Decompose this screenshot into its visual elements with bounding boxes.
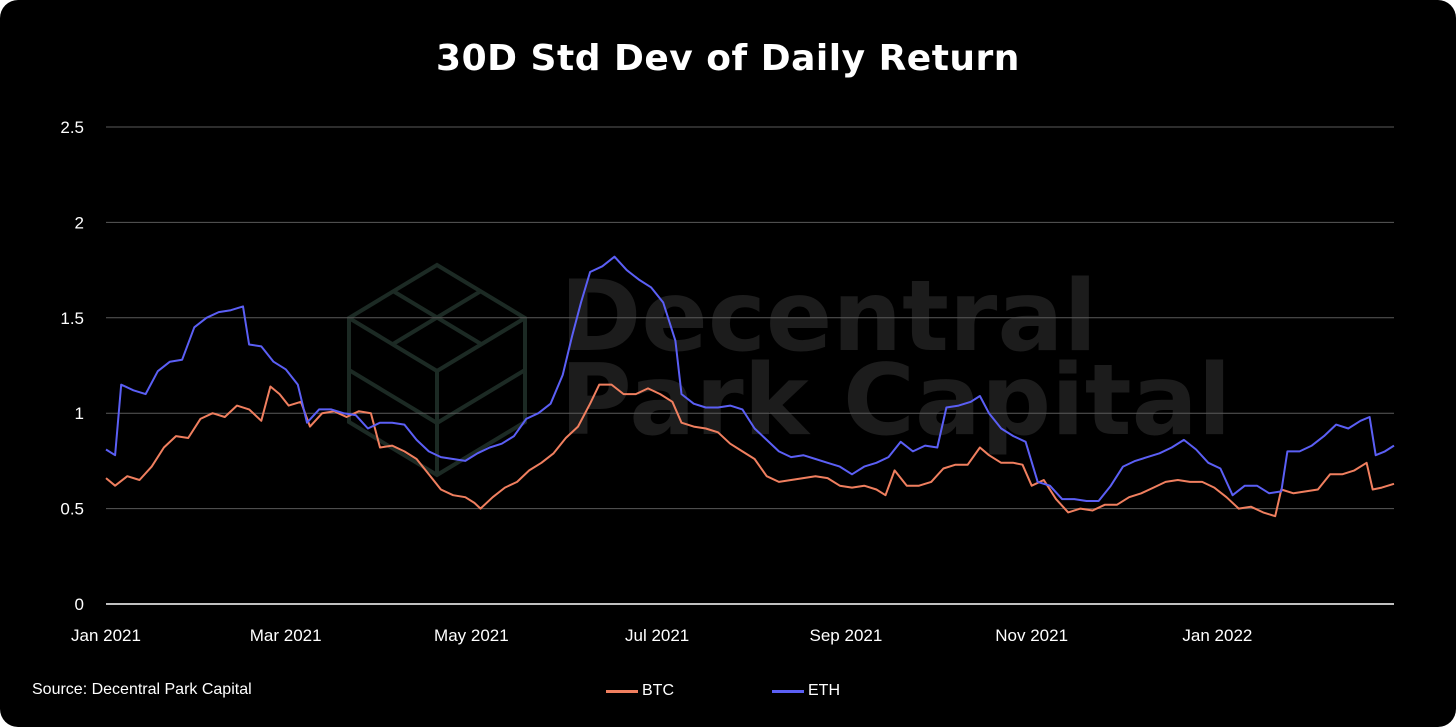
legend-label-eth: ETH [808,682,840,699]
y-tick-label: 1 [75,404,84,423]
watermark: Decentral Park Capital [347,260,1231,478]
series-line-eth [105,255,1395,502]
watermark-logo-icon [347,262,527,478]
legend-item-btc: BTC [606,681,674,701]
x-tick-label: Jan 2021 [71,626,141,645]
x-tick-label: Jul 2021 [625,626,689,645]
source-note: Source: Decentral Park Capital [32,681,252,698]
x-tick-label: Nov 2021 [995,626,1068,645]
legend-label-btc: BTC [642,682,674,699]
x-tick-label: Jan 2022 [1182,626,1252,645]
legend-swatch-eth [772,689,804,693]
y-tick-label: 2.5 [60,118,84,137]
x-tick-label: Mar 2021 [250,626,322,645]
legend-swatch-btc [606,689,638,693]
y-axis: 0 0.5 1 1.5 2 2.5 [60,118,84,614]
y-tick-label: 0 [75,595,84,614]
y-tick-label: 2 [75,213,84,232]
chart-title: 30D Std Dev of Daily Return [436,38,1020,79]
x-tick-label: May 2021 [434,626,509,645]
series-line-btc [105,383,1395,518]
y-tick-label: 0.5 [60,500,84,519]
x-tick-label: Sep 2021 [810,626,883,645]
grid-lines [106,126,1394,605]
y-tick-label: 1.5 [60,309,84,328]
watermark-line1: Decentral [560,260,1097,374]
watermark-line2: Park Capital [560,344,1231,458]
legend-item-eth: ETH [772,681,840,701]
x-axis: Jan 2021 Mar 2021 May 2021 Jul 2021 Sep 2021… [71,626,1252,645]
series-lines [105,255,1395,518]
